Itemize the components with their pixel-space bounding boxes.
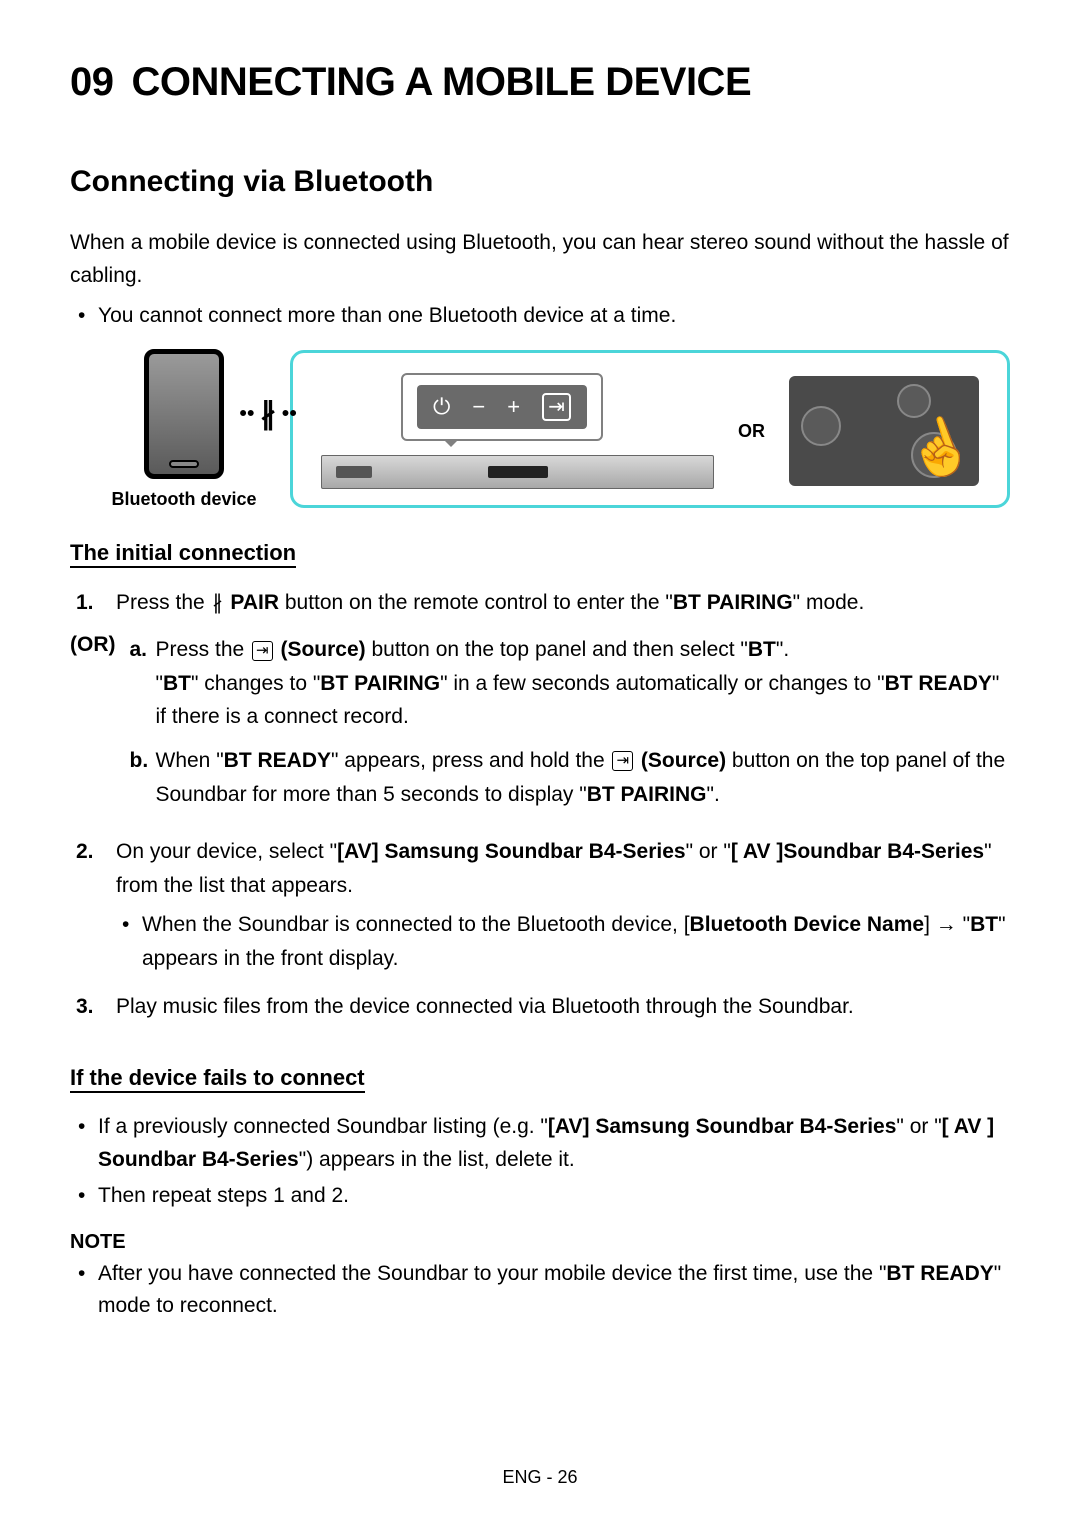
- bluetooth-icon: ∦: [213, 587, 223, 619]
- step-3: 3. Play music files from the device conn…: [98, 990, 1010, 1024]
- source-inline-icon: ⇥: [252, 641, 273, 661]
- page-footer: ENG - 26: [0, 1467, 1080, 1488]
- vol-down-icon: −: [472, 394, 485, 420]
- or-block: (OR) a. Press the ⇥ (Source) button on t…: [70, 633, 1010, 821]
- phone-illustration: ••∦••: [144, 349, 224, 479]
- or-tag: (OR): [70, 633, 116, 821]
- connection-diagram: ••∦•• Bluetooth device ⏻ − + ⇥ OR ☝: [94, 349, 1010, 510]
- chapter-heading: CONNECTING A MOBILE DEVICE: [132, 60, 752, 104]
- intro-text: When a mobile device is connected using …: [70, 227, 1010, 292]
- top-panel-callout: ⏻ − + ⇥: [401, 373, 603, 441]
- source-inline-icon: ⇥: [612, 751, 633, 771]
- soundbar-illustration: [321, 455, 714, 489]
- power-icon: ⏻: [433, 394, 450, 420]
- bluetooth-signal-icon: ••∦••: [239, 396, 297, 431]
- step-a: a. Press the ⇥ (Source) button on the to…: [130, 633, 1011, 734]
- intro-bullet: You cannot connect more than one Bluetoo…: [98, 300, 1010, 333]
- phone-label: Bluetooth device: [111, 489, 256, 510]
- soundbar-diagram-box: ⏻ − + ⇥ OR ☝: [290, 350, 1010, 508]
- step-2-sub: When the Soundbar is connected to the Bl…: [142, 908, 1010, 975]
- initial-connection-heading: The initial connection: [70, 540, 296, 568]
- fails-heading: If the device fails to connect: [70, 1065, 365, 1093]
- note-bullet-1: After you have connected the Soundbar to…: [98, 1258, 1010, 1323]
- fail-bullet-1: If a previously connected Soundbar listi…: [98, 1111, 1010, 1176]
- vol-up-icon: +: [507, 394, 520, 420]
- step-b: b. When "BT READY" appears, press and ho…: [130, 744, 1011, 811]
- fail-bullet-2: Then repeat steps 1 and 2.: [98, 1180, 1010, 1213]
- remote-illustration: ☝: [789, 376, 979, 486]
- chapter-title: 09 CONNECTING A MOBILE DEVICE: [70, 60, 1010, 105]
- step-2: 2. On your device, select "[AV] Samsung …: [98, 835, 1010, 975]
- hand-icon: ☝: [897, 408, 979, 487]
- note-label: NOTE: [70, 1231, 1010, 1254]
- or-label: OR: [738, 421, 765, 442]
- step-1: 1. Press the ∦ PAIR button on the remote…: [98, 586, 1010, 620]
- section-title: Connecting via Bluetooth: [70, 165, 1010, 199]
- source-icon: ⇥: [542, 393, 571, 421]
- chapter-number: 09: [70, 60, 114, 104]
